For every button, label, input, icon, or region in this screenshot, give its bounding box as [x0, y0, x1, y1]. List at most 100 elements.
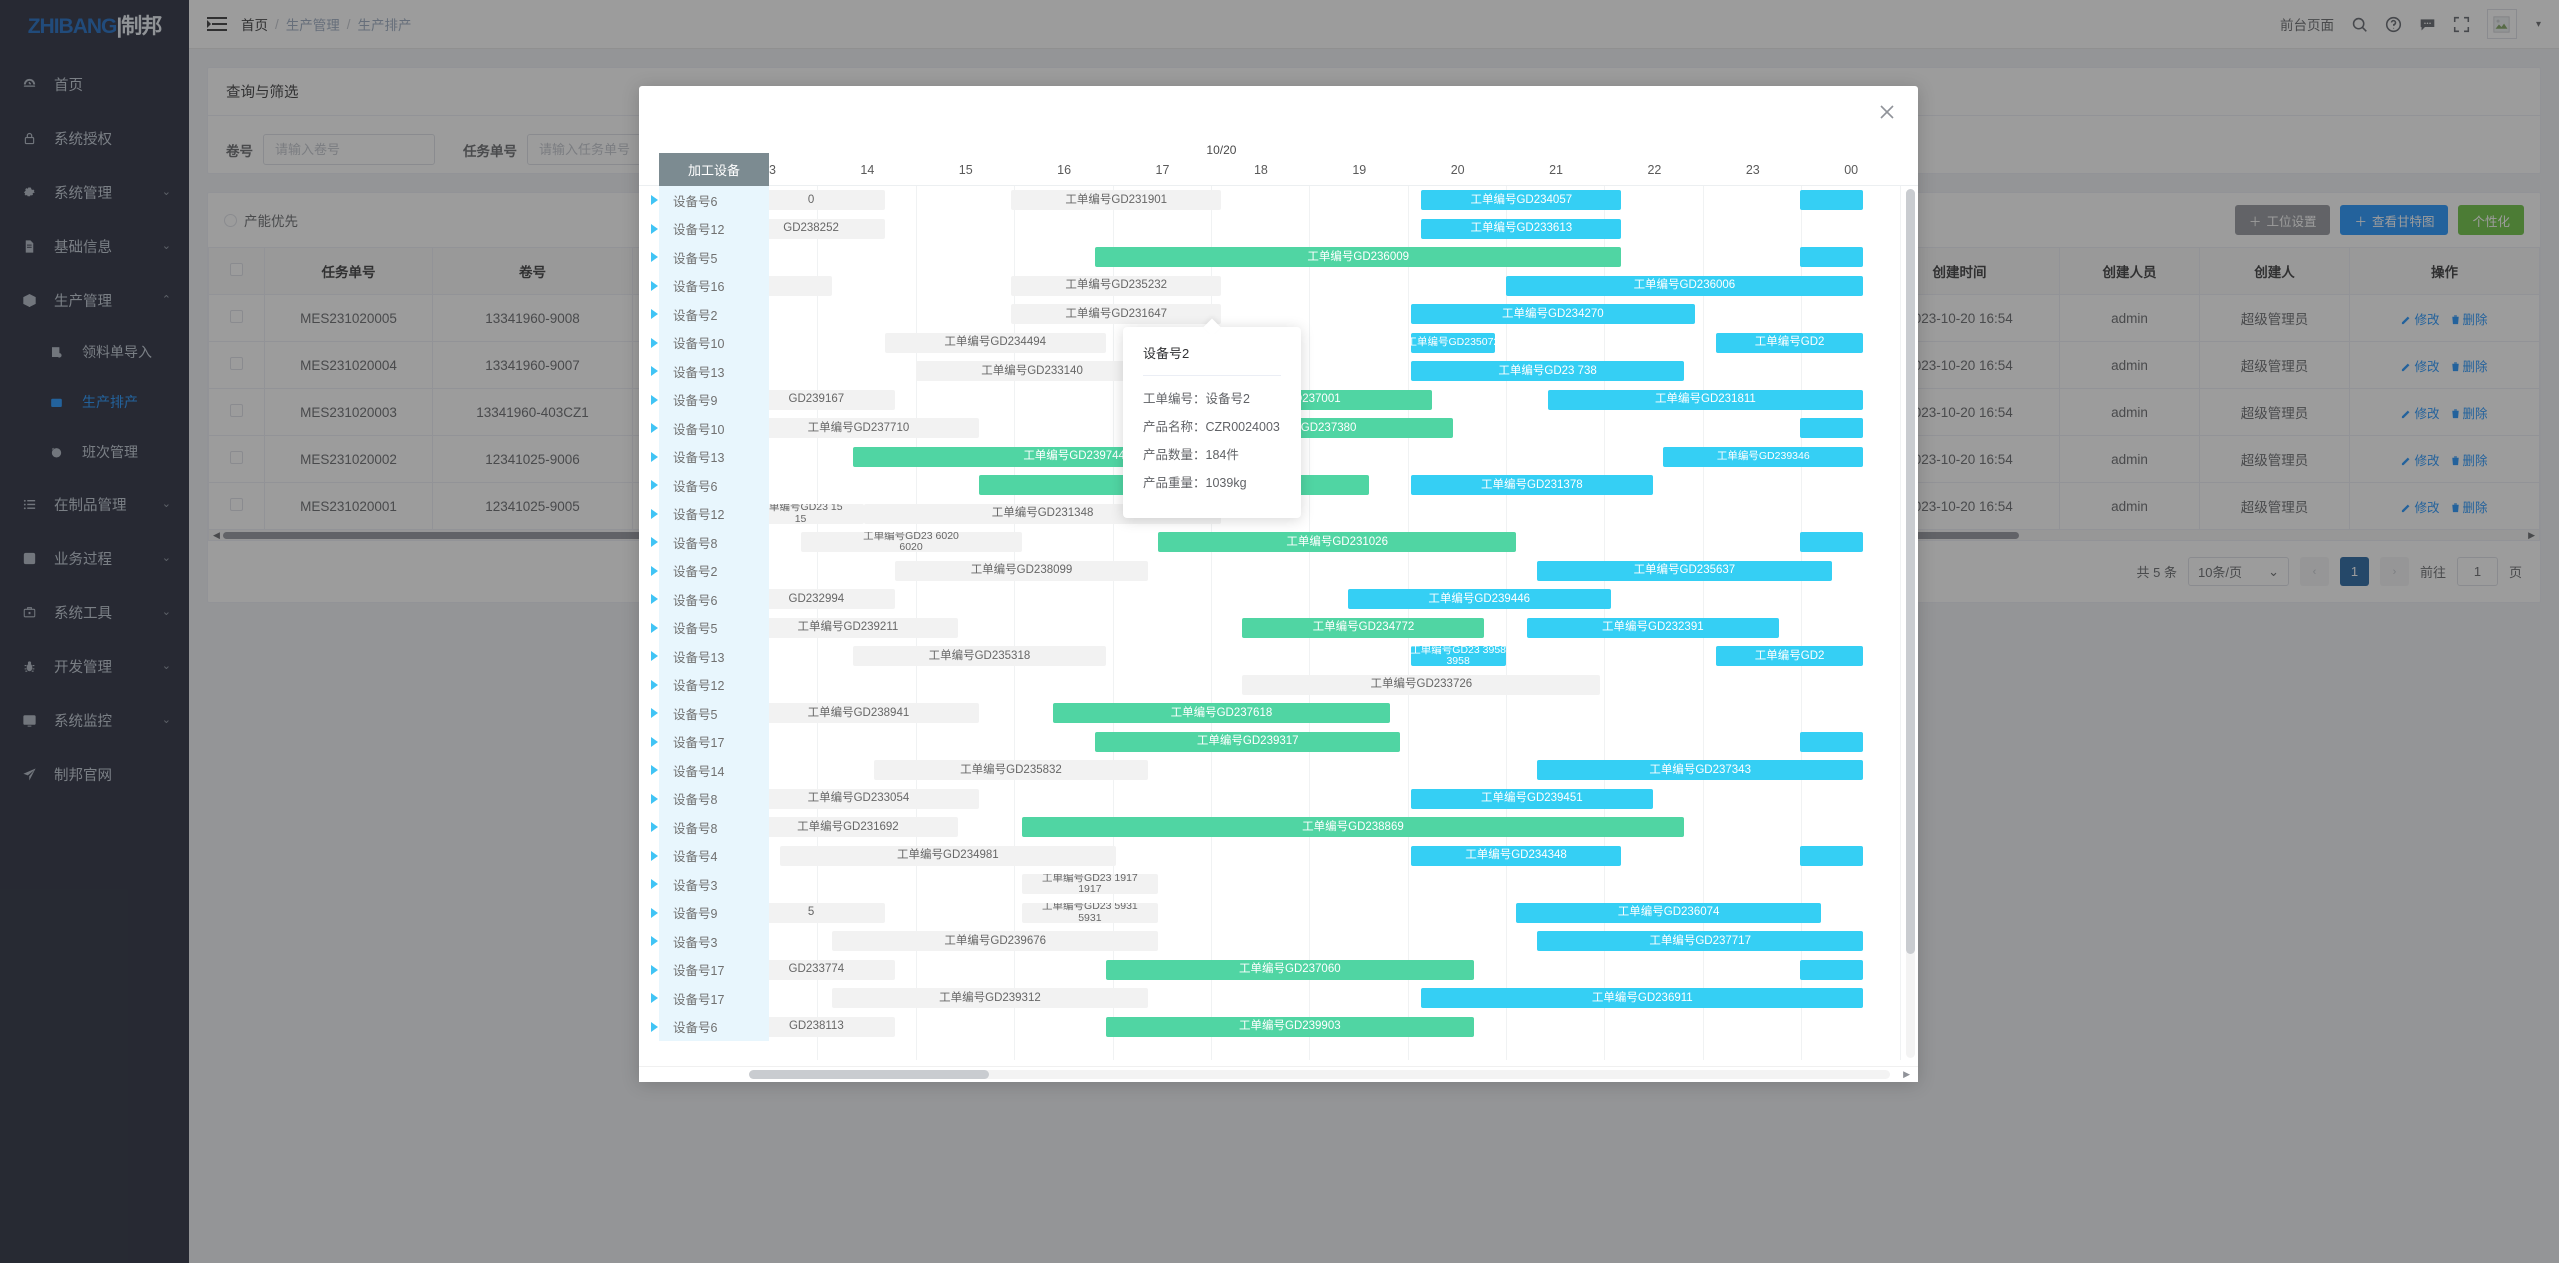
gantt-bar[interactable] [1800, 190, 1864, 210]
chevron-down-icon[interactable]: ⌄ [161, 551, 171, 564]
gantt-equipment-label[interactable]: 设备号9 [659, 385, 769, 414]
gantt-bar[interactable]: 工单编号GD233140 [916, 361, 1148, 381]
edit-row-button[interactable]: 修改 [2401, 454, 2440, 468]
view-gantt-button[interactable]: ＋ 查看甘特图 [2340, 205, 2449, 235]
page-size-select[interactable]: 10条/页 ⌄ [2187, 557, 2289, 586]
gantt-bar[interactable]: 工单编号GD231647 [1011, 304, 1222, 324]
gantt-equipment-label[interactable]: 设备号12 [659, 214, 769, 243]
gantt-equipment-label[interactable]: 设备号14 [659, 756, 769, 785]
row-checkbox[interactable] [230, 451, 243, 464]
gantt-bar[interactable]: 工单编号GD234270 [1410, 304, 1695, 324]
gantt-bar[interactable]: 工单编号GD239446 [1347, 589, 1611, 609]
gantt-bar[interactable] [1800, 845, 1864, 866]
delete-row-button[interactable]: 删除 [2450, 501, 2488, 515]
sidebar-item-首页[interactable]: 首页 [0, 57, 189, 111]
gantt-bar[interactable]: 工单编号GD237060 [1105, 959, 1474, 980]
gantt-bar[interactable]: 工单编号GD239676 [832, 931, 1159, 951]
gantt-bar[interactable]: 工单编号GD235232 [1011, 275, 1222, 296]
row-checkbox[interactable] [230, 357, 243, 370]
gantt-bar[interactable]: 5 [737, 902, 885, 923]
help-icon[interactable] [2385, 16, 2402, 33]
gantt-bar[interactable]: GD238113 [737, 1016, 896, 1037]
gantt-equipment-label[interactable]: 设备号8 [659, 528, 769, 557]
gantt-bar[interactable]: 工单编号GD236074 [1516, 902, 1822, 923]
gantt-equipment-label[interactable]: 设备号13 [659, 642, 769, 671]
sidebar-item-系统工具[interactable]: 系统工具 ⌄ [0, 585, 189, 639]
row-checkbox[interactable] [230, 310, 243, 323]
next-page-button[interactable]: › [2379, 557, 2409, 586]
gantt-bar[interactable]: 工单编号GD231811 [1547, 389, 1864, 410]
gantt-bar[interactable]: 工单编号GD231026 [1158, 532, 1517, 552]
gantt-bar[interactable]: 工单编号GD239312 [832, 988, 1148, 1008]
sidebar-item-在制品管理[interactable]: 在制品管理 ⌄ [0, 477, 189, 531]
row-checkbox[interactable] [230, 404, 243, 417]
fullscreen-icon[interactable] [2453, 16, 2470, 33]
gantt-bar[interactable]: 工单编号GD239451 [1410, 788, 1653, 809]
gantt-bar[interactable]: 工单编号GD234057 [1421, 190, 1622, 210]
gantt-bar[interactable]: 工单编号GD2 [1715, 332, 1864, 353]
gantt-equipment-label[interactable]: 设备号13 [659, 442, 769, 471]
gantt-bar[interactable]: 0 [737, 190, 885, 210]
gantt-bar[interactable]: 工单编号GD237717 [1537, 931, 1864, 951]
gantt-equipment-label[interactable]: 设备号3 [659, 927, 769, 956]
gantt-bar[interactable]: GD238252 [737, 218, 885, 239]
gantt-bar[interactable]: 工单编号GD235072 [1410, 332, 1495, 353]
gantt-bar[interactable]: 工单编号GD2 [1715, 646, 1864, 666]
delete-row-button[interactable]: 删除 [2450, 454, 2488, 468]
delete-row-button[interactable]: 删除 [2450, 360, 2488, 374]
select-all-checkbox[interactable] [230, 263, 243, 276]
gantt-bar[interactable]: 工单编号GD237343 [1537, 760, 1864, 780]
search-icon[interactable] [2351, 16, 2368, 33]
gantt-bar[interactable]: 工单编号GD236006 [1505, 275, 1864, 296]
gantt-bar[interactable]: GD232994 [737, 589, 896, 609]
gantt-bar[interactable]: 工单编号GD231692 [737, 817, 959, 837]
gantt-bar[interactable]: 工单编号GD23 1917 1917 [1021, 874, 1159, 894]
gantt-bar[interactable]: 工单编号GD236009 [1095, 247, 1622, 267]
gantt-bar[interactable]: 工单编号GD238869 [1021, 817, 1685, 837]
gantt-bar[interactable] [1800, 959, 1864, 980]
chevron-down-icon[interactable]: ⌄ [161, 239, 171, 252]
edit-row-button[interactable]: 修改 [2401, 501, 2440, 515]
gantt-bar[interactable]: 工单编号GD238099 [895, 560, 1148, 581]
avatar[interactable] [2486, 9, 2517, 39]
gantt-scroll-right-icon[interactable]: ▶ [1903, 1069, 1910, 1079]
delete-row-button[interactable]: 删除 [2450, 407, 2488, 421]
gantt-bar[interactable]: GD233774 [737, 959, 896, 980]
sidebar-item-班次管理[interactable]: 班次管理 [0, 427, 189, 477]
gantt-bar[interactable]: 工单编号GD239317 [1095, 731, 1401, 752]
gantt-equipment-label[interactable]: 设备号17 [659, 955, 769, 984]
sidebar-item-基础信息[interactable]: 基础信息 ⌄ [0, 219, 189, 273]
gantt-equipment-label[interactable]: 设备号2 [659, 300, 769, 329]
gantt-equipment-label[interactable]: 设备号10 [659, 328, 769, 357]
gantt-equipment-label[interactable]: 设备号6 [659, 585, 769, 614]
scroll-left-icon[interactable]: ◀ [213, 529, 220, 540]
sidebar-item-系统管理[interactable]: 系统管理 ⌄ [0, 165, 189, 219]
page-number-1[interactable]: 1 [2339, 557, 2369, 586]
gantt-bar[interactable] [1800, 247, 1864, 267]
edit-row-button[interactable]: 修改 [2401, 313, 2440, 327]
gantt-bar[interactable]: GD239167 [737, 389, 896, 410]
gantt-bar[interactable]: 工单编号GD23 738 [1410, 361, 1685, 381]
chevron-down-icon[interactable]: ⌄ [161, 605, 171, 618]
sidebar-item-领料单导入[interactable]: 领料单导入 [0, 327, 189, 377]
gantt-equipment-label[interactable]: 设备号12 [659, 499, 769, 528]
gantt-vertical-scrollbar[interactable] [1906, 189, 1915, 1058]
scroll-right-icon[interactable]: ▶ [2528, 529, 2535, 540]
gantt-equipment-label[interactable]: 设备号12 [659, 670, 769, 699]
sidebar-item-开发管理[interactable]: 开发管理 ⌄ [0, 639, 189, 693]
delete-row-button[interactable]: 删除 [2450, 313, 2488, 327]
gantt-equipment-label[interactable]: 设备号8 [659, 813, 769, 842]
sidebar-item-生产排产[interactable]: 生产排产 [0, 377, 189, 427]
sidebar-item-系统授权[interactable]: 系统授权 [0, 111, 189, 165]
gantt-bar[interactable]: 工单编号GD233054 [737, 788, 980, 809]
gantt-hscroll-track[interactable] [749, 1070, 1890, 1079]
edit-row-button[interactable]: 修改 [2401, 407, 2440, 421]
sidebar-item-生产管理[interactable]: 生产管理 ⌃ [0, 273, 189, 327]
gantt-bar[interactable]: 工单编号GD234981 [779, 845, 1117, 866]
gantt-bar[interactable]: 工单编号GD238941 [737, 703, 980, 723]
gantt-equipment-label[interactable]: 设备号16 [659, 271, 769, 300]
breadcrumb-item-scheduling[interactable]: 生产排产 [357, 18, 412, 33]
row-select-cell[interactable] [208, 435, 265, 483]
gantt-bar[interactable]: 工单编号GD23 6020 6020 [800, 532, 1022, 552]
gantt-bar[interactable]: 工单编号GD23 3958 3958 [1410, 646, 1506, 666]
